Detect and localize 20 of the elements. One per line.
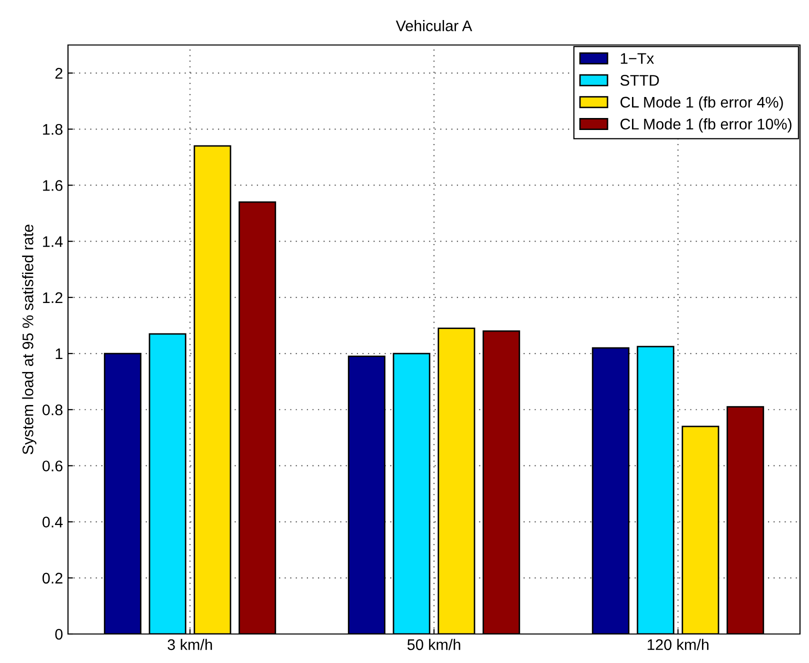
x-tick-label: 50 km/h (407, 638, 460, 650)
legend-label: CL Mode 1 (fb error 10%) (620, 118, 792, 133)
y-tick-label: 1.6 (43, 180, 62, 191)
y-axis-title: System load at 95 % satisfied rate (22, 224, 36, 454)
y-tick-label: 0.6 (42, 460, 62, 472)
x-tick-label: 120 km/h (648, 638, 708, 650)
y-tick-label: 1.8 (43, 124, 62, 135)
y-tick-label: 0 (55, 628, 63, 640)
legend-label: CL Mode 1 (fb error 4%) (620, 96, 783, 111)
y-tick-label: 1 (56, 348, 62, 360)
chart-title: Vehicular A (396, 20, 472, 32)
y-tick-label: 0.8 (42, 404, 62, 416)
legend-label: STTD (620, 74, 659, 86)
legend-label: 1−Tx (620, 53, 654, 64)
y-tick-label: 0.2 (42, 572, 62, 584)
y-tick-label: 1.2 (43, 292, 62, 303)
x-tick-label: 3 km/h (168, 638, 212, 650)
y-tick-label: 2 (55, 68, 62, 79)
y-tick-label: 0.4 (42, 516, 63, 528)
y-tick-label: 1.4 (43, 236, 63, 247)
